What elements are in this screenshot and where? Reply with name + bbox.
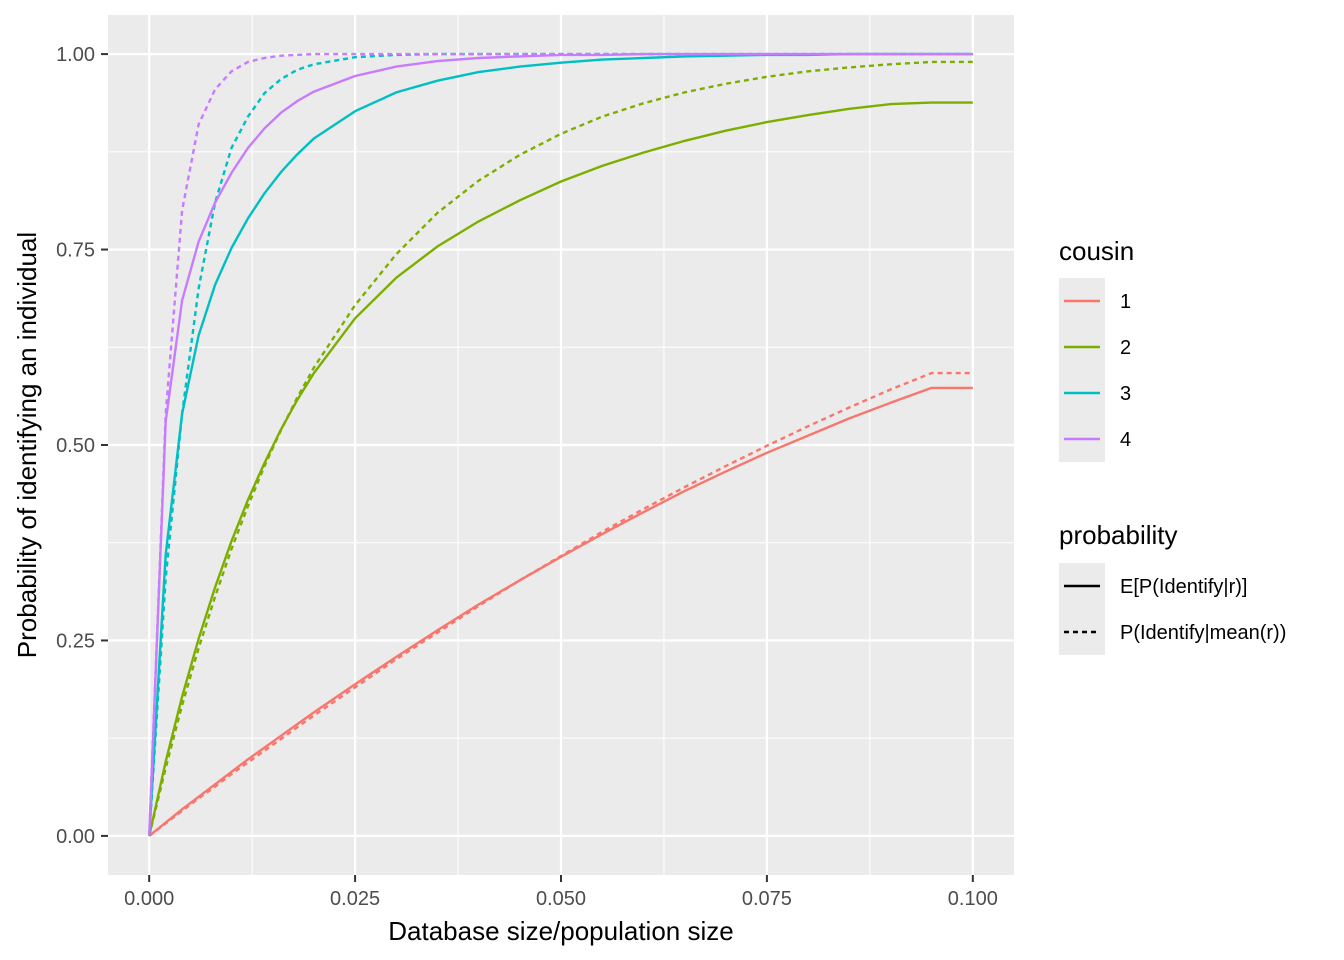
x-tick-label: 0.050 [536,888,586,910]
y-tick-label: 1.00 [56,44,95,66]
x-tick-labels: 0.000 0.025 0.050 0.075 0.100 [124,888,998,910]
x-axis-title: Database size/population size [388,916,733,946]
x-axis: 0.000 0.025 0.050 0.075 0.100 [124,875,998,910]
series-line-cousin-1-mean [148,371,973,837]
x-tick-label: 0.025 [330,888,380,910]
legend-probability-keys-bg [1059,563,1105,655]
legend-label-cousin-1: 1 [1120,291,1131,313]
y-tick-label: 0.25 [56,630,95,652]
x-ticks [148,875,974,882]
y-axis-title: Probability of identifying an individual [12,232,42,658]
y-ticks [101,53,108,837]
legend-cousin-keys-bg [1059,278,1105,462]
legend-probability: probability E[P(Identify|r)] P(Identify|m… [1059,520,1286,655]
legend-cousin-entries: 1 2 3 4 [1064,291,1131,451]
series-layer [148,52,973,837]
y-tick-label: 0.50 [56,435,95,457]
legend-cousin-title: cousin [1059,236,1134,266]
legend-cousin: cousin 1 2 3 4 [1059,236,1134,462]
legend-label-cousin-2: 2 [1120,337,1131,359]
y-tick-label: 0.00 [56,826,95,848]
major-gridlines [108,15,1014,875]
y-tick-labels: 0.00 0.25 0.50 0.75 1.00 [56,44,95,848]
y-tick-label: 0.75 [56,240,95,262]
legend-label-probability-solid: E[P(Identify|r)] [1120,576,1247,598]
x-tick-label: 0.000 [124,888,174,910]
legend-label-probability-dashed: P(Identify|mean(r)) [1120,622,1286,644]
x-tick-label: 0.075 [742,888,792,910]
series-line-cousin-1-expected [148,386,973,837]
legend-probability-entries: E[P(Identify|r)] P(Identify|mean(r)) [1064,576,1286,644]
legend-probability-title: probability [1059,520,1178,550]
legend-label-cousin-4: 4 [1120,429,1131,451]
series-line-cousin-2-expected [148,101,973,837]
legend-label-cousin-3: 3 [1120,383,1131,405]
y-axis: 0.00 0.25 0.50 0.75 1.00 [56,44,108,848]
x-tick-label: 0.100 [948,888,998,910]
series-line-cousin-4-mean [148,52,973,836]
series-line-cousin-2-mean [148,60,973,837]
